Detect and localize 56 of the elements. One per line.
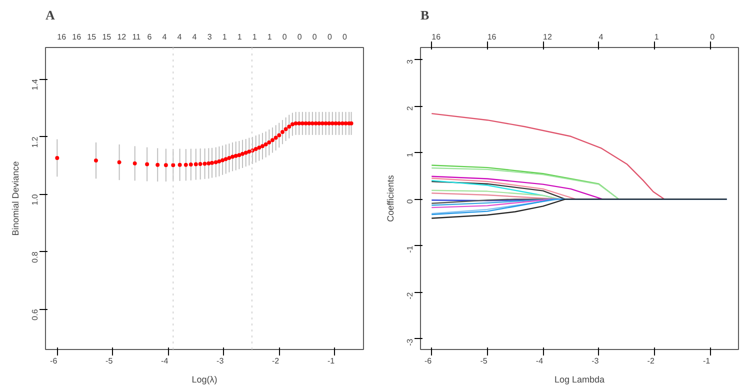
y-axis-title: Binomial Deviance [10,161,20,236]
y-axis-title: Coefficients [386,174,396,222]
text: 1 [237,32,242,42]
text: 0 [297,32,302,42]
y-tick-label: 1.2 [30,136,40,148]
y-tick-label: -1 [406,245,414,253]
x-axis-title: Log Lambda [554,374,605,384]
text: 16 [432,32,442,42]
chart-title: A [46,8,56,22]
chart-title: B [420,8,430,22]
text: 4 [192,32,198,42]
text: 3 [207,32,212,42]
text: 0 [327,32,332,42]
text: 11 [132,32,142,42]
text: 12 [117,32,127,42]
y-tick-label: 1.0 [30,194,40,206]
x-tick-label: -5 [480,356,488,366]
text: 6 [147,32,152,42]
y-tick-label: 0 [406,198,414,204]
y-tick-label: 2 [406,106,414,111]
text: 4 [598,32,604,42]
text: 1 [654,32,660,42]
x-tick-label: -4 [161,356,169,366]
text: 0 [342,32,348,42]
x-tick-label: -1 [328,356,336,366]
text: 0 [710,32,716,42]
x-tick-label: -1 [702,356,711,366]
text: 15 [102,32,112,42]
text: 16 [72,32,82,42]
y-tick-label: 1 [406,152,414,158]
y-tick-label: 0.8 [30,251,40,263]
x-tick-label: -4 [536,356,544,366]
text: 12 [543,32,552,42]
x-tick-label: -3 [592,356,600,366]
text: 16 [487,32,497,42]
y-tick-label: 1.4 [30,78,40,90]
text: 4 [162,32,168,42]
y-tick-label: -3 [406,338,414,346]
text: 0 [312,32,318,42]
y-tick-label: -2 [406,292,414,300]
text: 4 [177,32,182,42]
y-tick-label: 3 [406,59,414,64]
x-tick-label: -2 [647,356,655,366]
y-tick-label: 0.6 [30,308,40,320]
text: 16 [57,32,67,42]
text: 1 [222,32,228,42]
x-tick-label: -6 [424,356,432,366]
text: 1 [267,32,272,42]
text: 0 [282,32,288,42]
x-axis-title: Log(λ) [192,374,218,384]
x-tick-label: -6 [50,356,58,366]
x-tick-label: -5 [106,356,114,366]
x-tick-label: -2 [272,356,280,366]
text: 1 [252,32,258,42]
x-tick-label: -3 [216,356,224,366]
text: 15 [87,32,97,42]
